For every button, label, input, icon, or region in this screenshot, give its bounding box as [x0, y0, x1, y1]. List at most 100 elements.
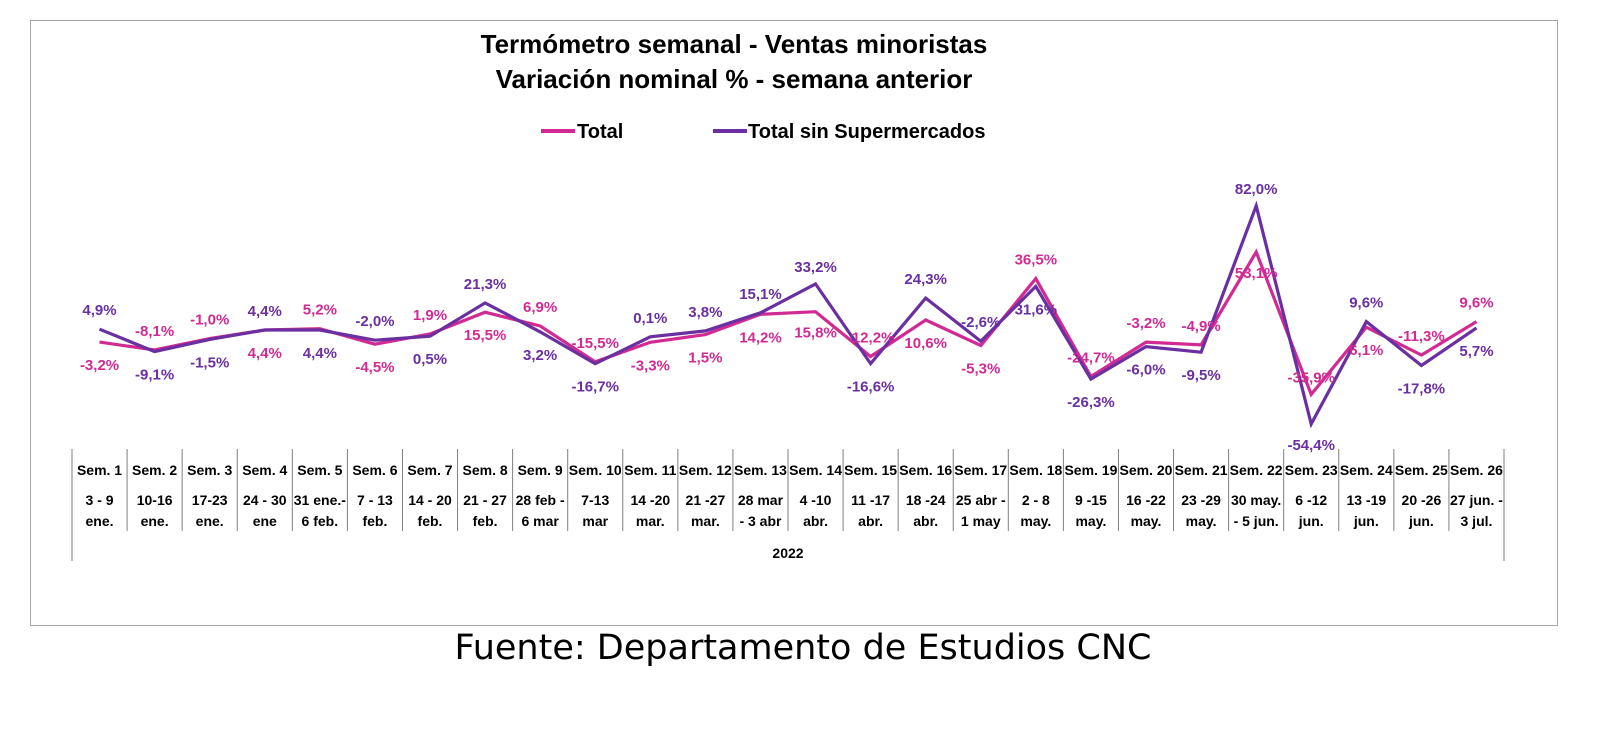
- data-label-total: -4,5%: [355, 359, 394, 376]
- data-label-total: 6,9%: [523, 299, 557, 316]
- data-label-total-sin-supermercados: 4,9%: [82, 302, 116, 319]
- x-tick-label-dates: 21 -27: [686, 492, 726, 508]
- x-tick-label-week: Sem. 11: [624, 462, 676, 478]
- data-label-total: 6,1%: [1349, 342, 1383, 359]
- data-label-total: 1,5%: [688, 350, 722, 367]
- x-tick-label-week: Sem. 18: [1009, 462, 1062, 478]
- x-tick-label-week: Sem. 10: [569, 462, 622, 478]
- data-label-total: -8,1%: [135, 323, 174, 340]
- x-tick-label-dates: 23 -29: [1181, 492, 1221, 508]
- data-label-total-sin-supermercados: 0,1%: [633, 310, 667, 327]
- x-tick-label-dates: 11 -17: [851, 492, 890, 508]
- x-tick-label-week: Sem. 12: [679, 462, 732, 478]
- x-tick-label-dates: 28 mar: [738, 492, 784, 508]
- data-label-total: -3,2%: [1126, 315, 1165, 332]
- x-tick-label-month: abr.: [858, 513, 883, 529]
- x-tick-label-month: 6 mar: [521, 513, 559, 529]
- x-tick-label-dates: 2 - 8: [1022, 492, 1050, 508]
- x-tick-label-week: Sem. 26: [1450, 462, 1503, 478]
- x-tick-label-month: ene: [253, 513, 277, 529]
- x-tick-label-month: 1 may: [961, 513, 1001, 529]
- line-chart: Termómetro semanal - Ventas minoristas V…: [71, 29, 1505, 561]
- x-tick-label-week: Sem. 24: [1340, 462, 1393, 478]
- data-label-total: 14,2%: [739, 329, 782, 346]
- x-tick-label-week: Sem. 19: [1064, 462, 1117, 478]
- data-label-total-sin-supermercados: -16,7%: [571, 379, 619, 396]
- x-tick-label-week: Sem. 20: [1120, 462, 1173, 478]
- data-label-total-sin-supermercados: 3,2%: [523, 347, 557, 364]
- year-label: 2022: [772, 545, 803, 561]
- x-tick-label-month: may.: [1020, 513, 1051, 529]
- x-tick-label-week: Sem. 2: [132, 462, 177, 478]
- x-tick-label-month: may.: [1186, 513, 1217, 529]
- x-tick-label-dates: 16 -22: [1126, 492, 1166, 508]
- data-label-total-sin-supermercados: 15,1%: [739, 286, 782, 303]
- data-label-total-sin-supermercados: -9,5%: [1181, 367, 1220, 384]
- x-tick-label-dates: 25 abr -: [956, 492, 1006, 508]
- data-label-total: -35,9%: [1287, 369, 1335, 386]
- data-label-total: 9,6%: [1459, 295, 1493, 312]
- data-label-total-sin-supermercados: -9,1%: [135, 367, 174, 384]
- x-tick-label-dates: 10-16: [137, 492, 173, 508]
- data-label-total: 15,8%: [794, 325, 837, 342]
- x-tick-label-week: Sem. 23: [1285, 462, 1338, 478]
- x-tick-label-month: 6 feb.: [302, 513, 339, 529]
- data-label-total-sin-supermercados: -16,6%: [847, 379, 895, 396]
- data-labels: -3,2% 4,9% -8,1% -9,1% -1,0% -1,5% 4,4% 4,4% 5,2…: [80, 181, 1494, 454]
- data-label-total: -15,5%: [571, 335, 619, 352]
- data-label-total-sin-supermercados: 4,4%: [248, 303, 282, 320]
- x-tick-label-week: Sem. 6: [352, 462, 397, 478]
- x-tick-label-month: feb.: [418, 513, 443, 529]
- x-tick-label-dates: 20 -26: [1402, 492, 1442, 508]
- data-label-total-sin-supermercados: -1,5%: [190, 354, 229, 371]
- x-tick-label-month: jun.: [1298, 513, 1324, 529]
- x-tick-label-month: mar.: [636, 513, 665, 529]
- x-tick-label-week: Sem. 21: [1175, 462, 1228, 478]
- x-tick-label-month: feb.: [473, 513, 498, 529]
- data-label-total-sin-supermercados: -2,0%: [355, 313, 394, 330]
- x-tick-label-month: ene.: [86, 513, 114, 529]
- x-tick-label-month: ene.: [196, 513, 224, 529]
- x-tick-label-week: Sem. 14: [789, 462, 842, 478]
- legend-label-total-sin-supermercados: Total sin Supermercados: [748, 121, 985, 143]
- x-tick-label-dates: 14 - 20: [408, 492, 452, 508]
- x-tick-label-week: Sem. 5: [297, 462, 342, 478]
- data-label-total-sin-supermercados: 33,2%: [794, 259, 837, 276]
- x-tick-label-week: Sem. 25: [1395, 462, 1448, 478]
- chart-title-line-2: Variación nominal % - semana anterior: [496, 64, 973, 94]
- x-tick-label-month: - 5 jun.: [1234, 513, 1279, 529]
- x-tick-label-week: Sem. 22: [1230, 462, 1283, 478]
- data-label-total: -24,7%: [1067, 350, 1115, 367]
- x-tick-label-week: Sem. 7: [407, 462, 452, 478]
- data-label-total-sin-supermercados: 4,4%: [303, 345, 337, 362]
- x-tick-label-dates: 14 -20: [630, 492, 670, 508]
- series-lines: [98, 200, 1478, 429]
- x-tick-label-dates: 9 -15: [1075, 492, 1107, 508]
- legend-label-total: Total: [577, 121, 623, 143]
- data-label-total-sin-supermercados: 82,0%: [1235, 181, 1278, 198]
- x-tick-label-dates: 3 - 9: [86, 492, 114, 508]
- x-tick-label-month: may.: [1075, 513, 1106, 529]
- x-tick-label-month: may.: [1131, 513, 1162, 529]
- category-axis: Sem. 1 3 - 9 ene. Sem. 2 10-16 ene. Sem. 3 17-2…: [71, 449, 1505, 561]
- chart-frame: Termómetro semanal - Ventas minoristas V…: [30, 20, 1558, 626]
- data-label-total: -1,0%: [190, 312, 229, 329]
- x-tick-label-dates: 17-23: [192, 492, 228, 508]
- data-label-total: 53,1%: [1235, 265, 1278, 282]
- x-tick-label-month: feb.: [362, 513, 387, 529]
- x-tick-label-month: mar: [582, 513, 608, 529]
- x-tick-label-dates: 24 - 30: [243, 492, 287, 508]
- x-tick-label-week: Sem. 9: [518, 462, 563, 478]
- x-tick-label-dates: 4 -10: [800, 492, 832, 508]
- x-tick-label-dates: 6 -12: [1295, 492, 1327, 508]
- data-label-total: 10,6%: [904, 335, 947, 352]
- data-label-total-sin-supermercados: -6,0%: [1126, 362, 1165, 379]
- x-tick-label-month: mar.: [691, 513, 720, 529]
- data-label-total: -11,3%: [1398, 328, 1445, 345]
- x-tick-label-month: ene.: [141, 513, 169, 529]
- data-label-total-sin-supermercados: 24,3%: [904, 271, 947, 288]
- data-label-total: -5,3%: [961, 361, 1000, 378]
- x-tick-label-week: Sem. 3: [187, 462, 232, 478]
- x-tick-label-month: jun.: [1353, 513, 1379, 529]
- x-tick-label-week: Sem. 8: [463, 462, 508, 478]
